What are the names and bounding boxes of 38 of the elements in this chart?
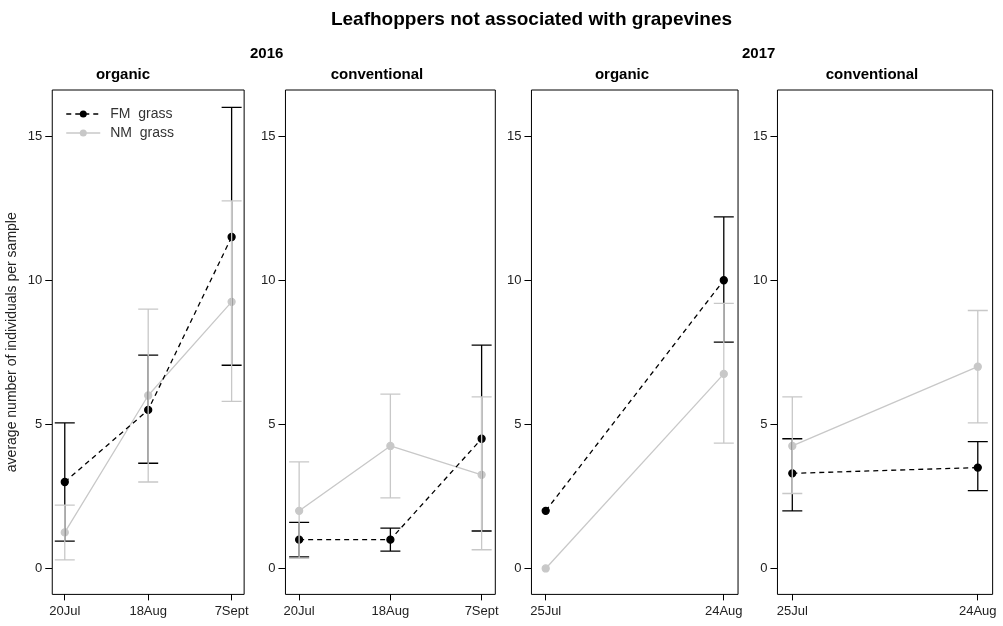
point [541,564,550,573]
text: Leafhoppers not associated with grapevines [329,8,734,30]
legend-label: NM grass [110,123,175,140]
legend-label: FM grass [110,104,173,121]
x-tick-label: 25Jul [776,602,808,618]
y-tick-label: 0 [760,560,768,576]
point [541,506,550,515]
y-tick-label: 10 [506,271,522,287]
chart-subtitle: 2016 [250,44,284,61]
chart-title: organic [95,65,151,83]
chart-title: conventional [825,65,919,83]
chart-title: conventional [330,65,424,83]
y-tick-label: 10 [260,271,276,287]
y-tick-label: 15 [260,127,276,143]
y-tick-label: 10 [27,271,43,287]
x-tick-label: 20Jul [49,602,81,618]
y-tick-label: 5 [760,415,768,431]
y-tick-label: 10 [752,271,768,287]
x-tick-label: 7Sept [464,602,499,618]
x-tick-label: 24Aug [704,602,743,618]
y-tick-label: 15 [27,127,43,143]
y-tick-label: 15 [752,127,768,143]
chart-subtitle: 2017 [742,44,776,61]
y-tick-label: 0 [268,560,276,576]
x-tick-label: 7Sept [214,602,249,618]
y-tick-label: 5 [35,415,43,431]
y-tick-label: 0 [35,560,43,576]
y-tick-label: 5 [514,415,522,431]
y-axis-title: average number of individuals per sample [3,212,20,473]
x-tick-label: 18Aug [371,602,410,618]
y-tick-label: 5 [268,415,276,431]
chart-title: organic [594,65,650,83]
x-tick-label: 20Jul [283,602,315,618]
x-tick-label: 25Jul [530,602,562,618]
y-tick-label: 0 [514,560,522,576]
x-tick-label: 18Aug [129,602,167,618]
y-tick-label: 15 [506,127,522,143]
x-tick-label: 24Aug [958,602,997,618]
